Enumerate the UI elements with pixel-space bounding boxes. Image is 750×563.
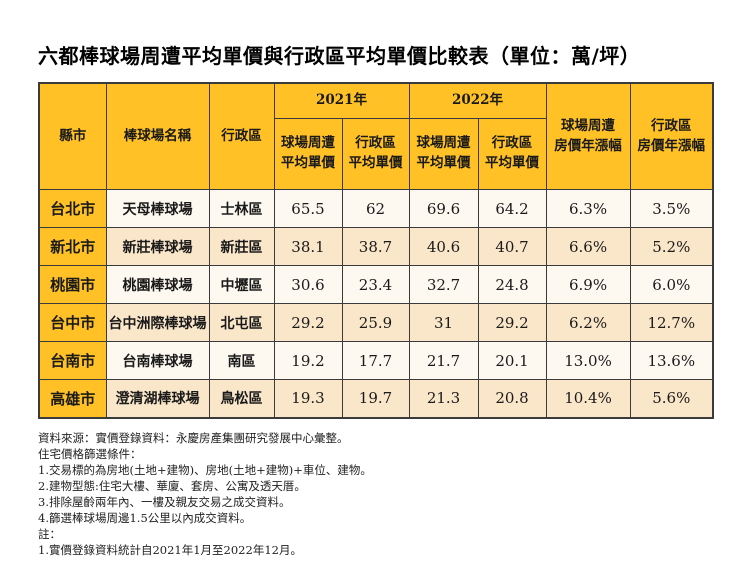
header-2021-district-avg: 行政區 平均單價	[341, 118, 410, 190]
table-row: 台中市 台中洲際棒球場 北屯區 29.2 25.9 31 29.2 6.2% 1…	[38, 303, 714, 342]
cell-stadium: 澄清湖棒球場	[105, 379, 210, 418]
cell-stadium-yoy: 6.9%	[545, 265, 631, 304]
header-2021-stadium-avg: 球場周遭 平均單價	[273, 118, 343, 190]
cell-county: 台南市	[38, 341, 107, 380]
cell-county: 高雄市	[38, 379, 107, 418]
footnotes: 資料來源：實價登錄資料：永慶房產集團研究發展中心彙整。 住宅價格篩選條件： 1.…	[38, 430, 372, 558]
cell-2022-district-price: 64.2	[477, 189, 547, 228]
cell-stadium-yoy: 13.0%	[545, 341, 631, 380]
cell-2022-stadium-price: 21.7	[408, 341, 479, 380]
header-year-2021: 2021年	[273, 82, 410, 119]
cell-stadium-yoy: 6.3%	[545, 189, 631, 228]
header-stadium-name: 棒球場名稱	[105, 82, 210, 190]
cell-district-yoy: 3.5%	[629, 189, 714, 228]
header-district-yoy: 行政區 房價年漲幅	[629, 82, 714, 190]
header-year-2022: 2022年	[408, 82, 547, 119]
cell-2022-district-price: 20.8	[477, 379, 547, 418]
cell-district: 南區	[208, 341, 275, 380]
cell-2022-stadium-price: 21.3	[408, 379, 479, 418]
cell-district: 鳥松區	[208, 379, 275, 418]
cell-2021-stadium-price: 19.3	[273, 379, 343, 418]
note-source: 資料來源：實價登錄資料：永慶房產集團研究發展中心彙整。	[38, 431, 349, 445]
cell-2021-district-price: 17.7	[341, 341, 410, 380]
header-row-years: 縣市 棒球場名稱 行政區 2021年 2022年 球場周遭 房價年漲幅 行政區 …	[38, 82, 714, 190]
cell-2021-district-price: 19.7	[341, 379, 410, 418]
cell-2021-stadium-price: 29.2	[273, 303, 343, 342]
note-filter-title: 住宅價格篩選條件：	[38, 447, 142, 461]
cell-county: 台北市	[38, 189, 107, 228]
note-filter-3: 3.排除屋齡兩年內、一樓及親友交易之成交資料。	[38, 495, 291, 509]
cell-county: 桃園市	[38, 265, 107, 304]
cell-2021-stadium-price: 19.2	[273, 341, 343, 380]
cell-district: 新莊區	[208, 227, 275, 266]
note-filter-2: 2.建物型態:住宅大樓、華廈、套房、公寓及透天厝。	[38, 479, 306, 493]
cell-stadium: 天母棒球場	[105, 189, 210, 228]
cell-stadium: 新莊棒球場	[105, 227, 210, 266]
cell-district: 中壢區	[208, 265, 275, 304]
cell-2022-district-price: 24.8	[477, 265, 547, 304]
cell-district: 北屯區	[208, 303, 275, 342]
table-row: 台南市 台南棒球場 南區 19.2 17.7 21.7 20.1 13.0% 1…	[38, 341, 714, 380]
cell-stadium-yoy: 10.4%	[545, 379, 631, 418]
cell-county: 台中市	[38, 303, 107, 342]
cell-2022-district-price: 40.7	[477, 227, 547, 266]
cell-stadium: 台南棒球場	[105, 341, 210, 380]
cell-2022-district-price: 20.1	[477, 341, 547, 380]
note-remark-title: 註：	[38, 527, 61, 541]
cell-district-yoy: 5.2%	[629, 227, 714, 266]
note-filter-4: 4.篩選棒球場周邊1.5公里以內成交資料。	[38, 511, 252, 525]
cell-district-yoy: 13.6%	[629, 341, 714, 380]
cell-district-yoy: 12.7%	[629, 303, 714, 342]
table-row: 台北市 天母棒球場 士林區 65.5 62 69.6 64.2 6.3% 3.5…	[38, 189, 714, 228]
cell-2022-stadium-price: 32.7	[408, 265, 479, 304]
cell-stadium-yoy: 6.6%	[545, 227, 631, 266]
comparison-table: 縣市 棒球場名稱 行政區 2021年 2022年 球場周遭 房價年漲幅 行政區 …	[38, 82, 715, 419]
cell-stadium-yoy: 6.2%	[545, 303, 631, 342]
cell-2022-stadium-price: 31	[408, 303, 479, 342]
table-row: 新北市 新莊棒球場 新莊區 38.1 38.7 40.6 40.7 6.6% 5…	[38, 227, 714, 266]
cell-county: 新北市	[38, 227, 107, 266]
cell-2022-stadium-price: 40.6	[408, 227, 479, 266]
note-filter-1: 1.交易標的為房地(土地+建物)、房地(土地+建物)+車位、建物。	[38, 463, 372, 477]
cell-2021-stadium-price: 38.1	[273, 227, 343, 266]
cell-district: 士林區	[208, 189, 275, 228]
header-row-sub: 球場周遭 平均單價 行政區 平均單價 球場周遭 平均單價 行政區 平均單價	[39, 118, 713, 190]
header-district: 行政區	[208, 82, 275, 190]
cell-district-yoy: 6.0%	[629, 265, 714, 304]
cell-stadium: 台中洲際棒球場	[105, 303, 210, 342]
page-title: 六都棒球場周遭平均單價與行政區平均單價比較表（單位：萬/坪）	[38, 44, 641, 68]
cell-2021-district-price: 38.7	[341, 227, 410, 266]
cell-stadium: 桃園棒球場	[105, 265, 210, 304]
table-row: 桃園市 桃園棒球場 中壢區 30.6 23.4 32.7 24.8 6.9% 6…	[38, 265, 714, 304]
note-remark-1: 1.實價登錄資料統計自2021年1月至2022年12月。	[38, 543, 302, 557]
cell-2022-stadium-price: 69.6	[408, 189, 479, 228]
header-2022-stadium-avg: 球場周遭 平均單價	[408, 118, 479, 190]
cell-2022-district-price: 29.2	[477, 303, 547, 342]
cell-district-yoy: 5.6%	[629, 379, 714, 418]
header-2022-district-avg: 行政區 平均單價	[477, 118, 547, 190]
cell-2021-district-price: 25.9	[341, 303, 410, 342]
cell-2021-district-price: 23.4	[341, 265, 410, 304]
header-stadium-yoy: 球場周遭 房價年漲幅	[545, 82, 631, 190]
cell-2021-district-price: 62	[341, 189, 410, 228]
cell-2021-stadium-price: 65.5	[273, 189, 343, 228]
header-county: 縣市	[38, 82, 107, 190]
table-row: 高雄市 澄清湖棒球場 鳥松區 19.3 19.7 21.3 20.8 10.4%…	[38, 379, 714, 418]
cell-2021-stadium-price: 30.6	[273, 265, 343, 304]
